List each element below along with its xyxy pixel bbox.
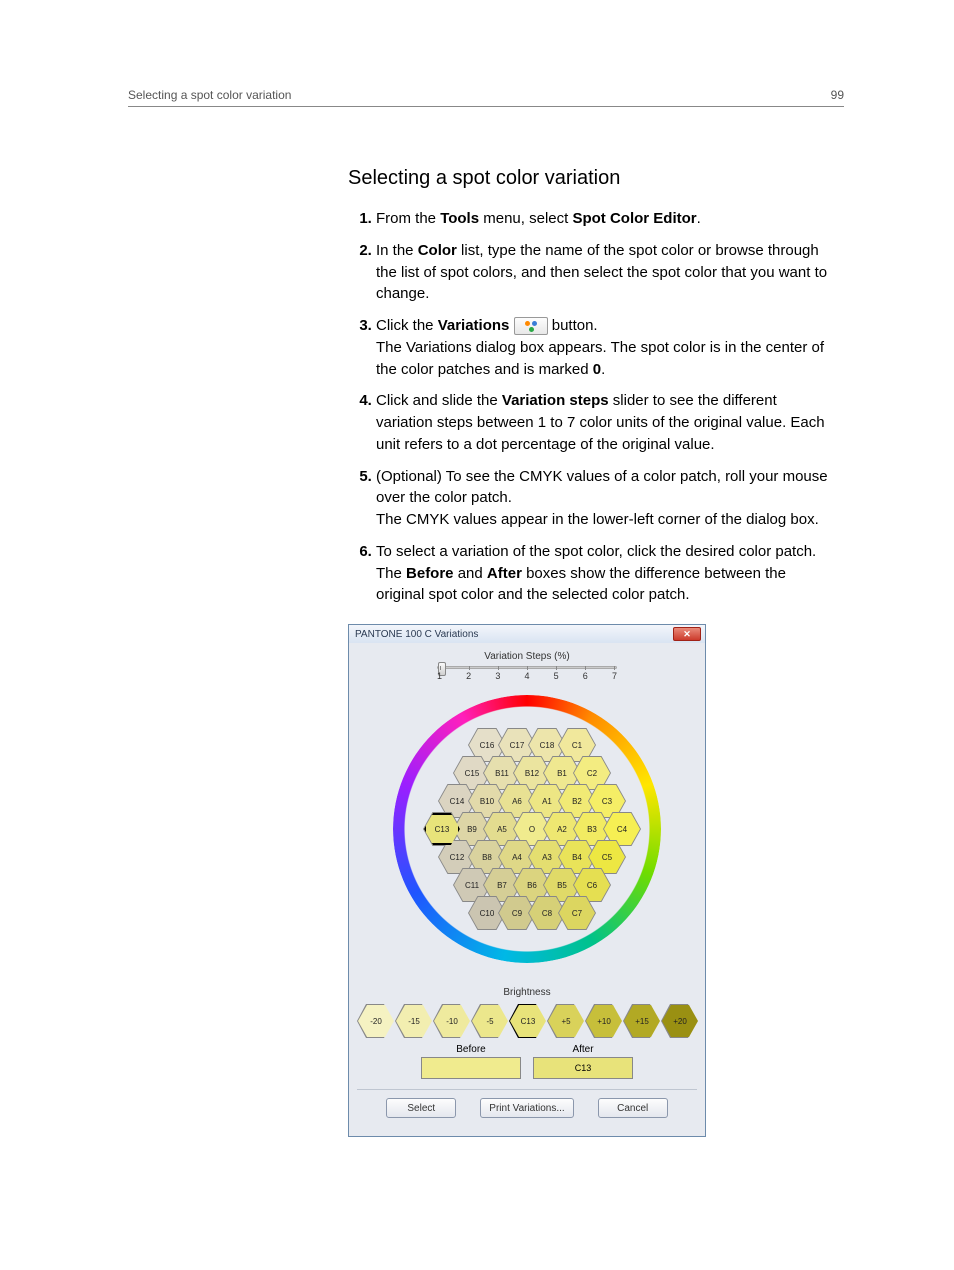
- slider-tick: 4: [524, 671, 529, 681]
- step-item: Click and slide the Variation steps slid…: [376, 390, 828, 455]
- step-item: (Optional) To see the CMYK values of a c…: [376, 466, 828, 531]
- brightness-label: Brightness: [357, 987, 697, 998]
- before-label: Before: [421, 1044, 521, 1055]
- after-swatch: C13: [533, 1057, 633, 1079]
- slider-tick: 1: [437, 671, 442, 681]
- step-item: From the Tools menu, select Spot Color E…: [376, 208, 828, 230]
- step-item: To select a variation of the spot color,…: [376, 541, 828, 606]
- step-item: In the Color list, type the name of the …: [376, 240, 828, 305]
- variations-dialog: PANTONE 100 C Variations ✕ Variation Ste…: [348, 624, 706, 1137]
- header-page-number: 99: [831, 88, 844, 102]
- after-label: After: [533, 1044, 633, 1055]
- page-title: Selecting a spot color variation: [348, 167, 828, 190]
- slider-tick: 7: [612, 671, 617, 681]
- page-header: Selecting a spot color variation 99: [128, 88, 844, 107]
- slider-tick: 2: [466, 671, 471, 681]
- steps-list: From the Tools menu, select Spot Color E…: [348, 208, 828, 606]
- before-swatch: [421, 1057, 521, 1079]
- dialog-title: PANTONE 100 C Variations: [355, 629, 478, 640]
- step-item: Click the Variations button.The Variatio…: [376, 315, 828, 380]
- close-icon[interactable]: ✕: [673, 627, 701, 641]
- slider-tick: 5: [554, 671, 559, 681]
- slider-tick: 3: [495, 671, 500, 681]
- header-left: Selecting a spot color variation: [128, 88, 291, 102]
- variations-icon: [514, 317, 548, 335]
- dialog-titlebar[interactable]: PANTONE 100 C Variations ✕: [349, 625, 705, 643]
- cancel-button[interactable]: Cancel: [598, 1098, 668, 1118]
- print-variations-button[interactable]: Print Variations...: [480, 1098, 573, 1118]
- variation-steps-label: Variation Steps (%): [357, 651, 697, 662]
- variation-steps-slider[interactable]: 1 2 3 4 5 6 7: [437, 666, 617, 681]
- select-button[interactable]: Select: [386, 1098, 456, 1118]
- slider-tick: 6: [583, 671, 588, 681]
